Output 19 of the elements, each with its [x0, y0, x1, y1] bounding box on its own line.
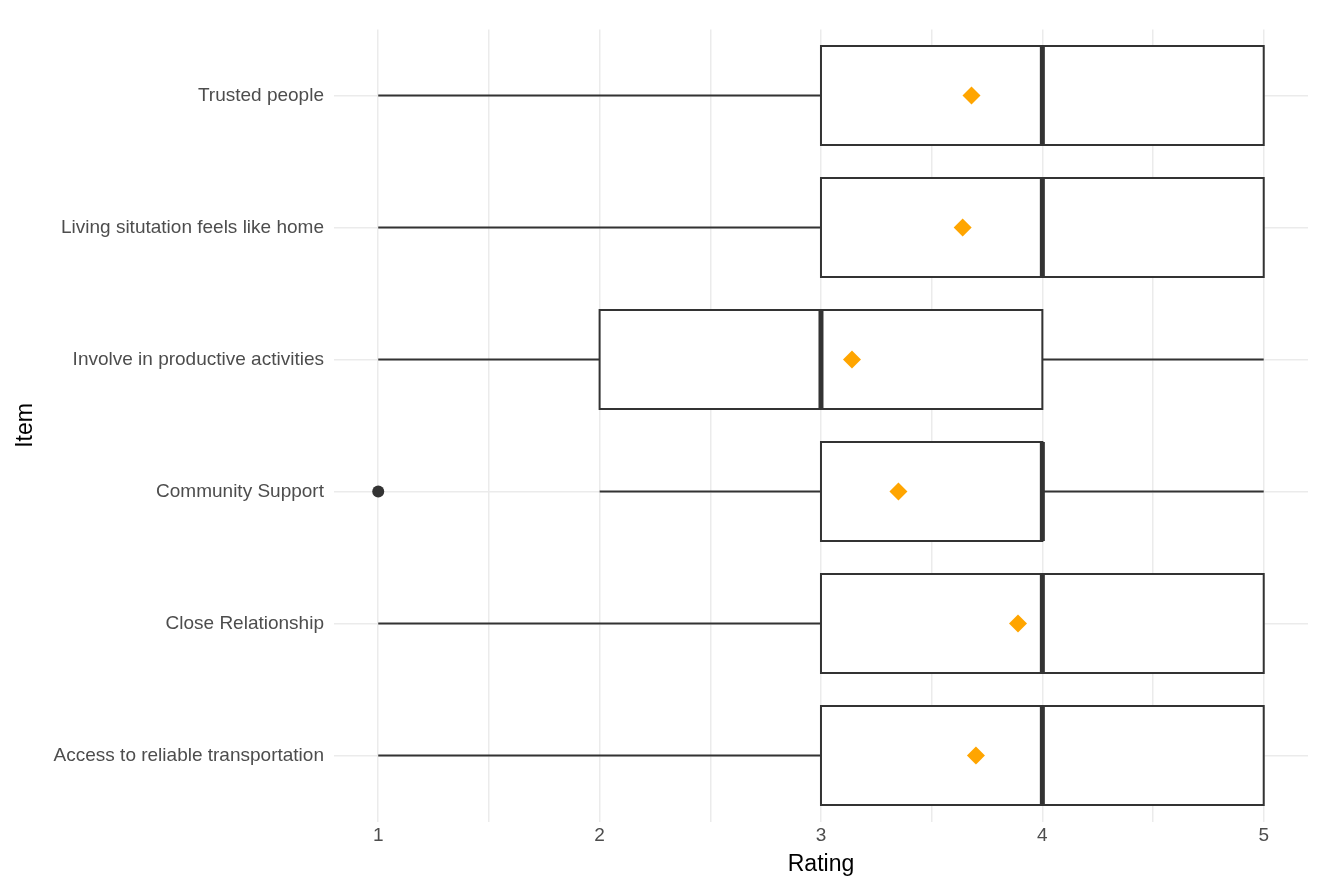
point: [962, 86, 981, 105]
y-tick-label: Access to reliable transportation: [53, 743, 324, 765]
x-tick-label: 2: [594, 824, 605, 846]
point: [842, 350, 861, 369]
x-tick-label: 3: [815, 824, 827, 846]
x-tick-label: 5: [1258, 824, 1270, 846]
x-tick-label: 1: [372, 824, 384, 846]
point: [966, 746, 985, 765]
y-tick-label: Involve in productive activities: [72, 347, 324, 369]
point: [1009, 614, 1027, 633]
y-tick-label: Close Relationship: [165, 611, 324, 633]
y-tick-label: Trusted people: [197, 83, 324, 105]
y-tick-label: Living situtation feels like home: [60, 215, 324, 237]
y-tick-label: Community Support: [156, 479, 325, 501]
point: [953, 218, 972, 237]
x-tick-label: 4: [1037, 824, 1049, 846]
point: [889, 482, 908, 501]
x-axis-title: Rating: [787, 849, 855, 876]
y-axis-title: Item: [11, 403, 38, 448]
